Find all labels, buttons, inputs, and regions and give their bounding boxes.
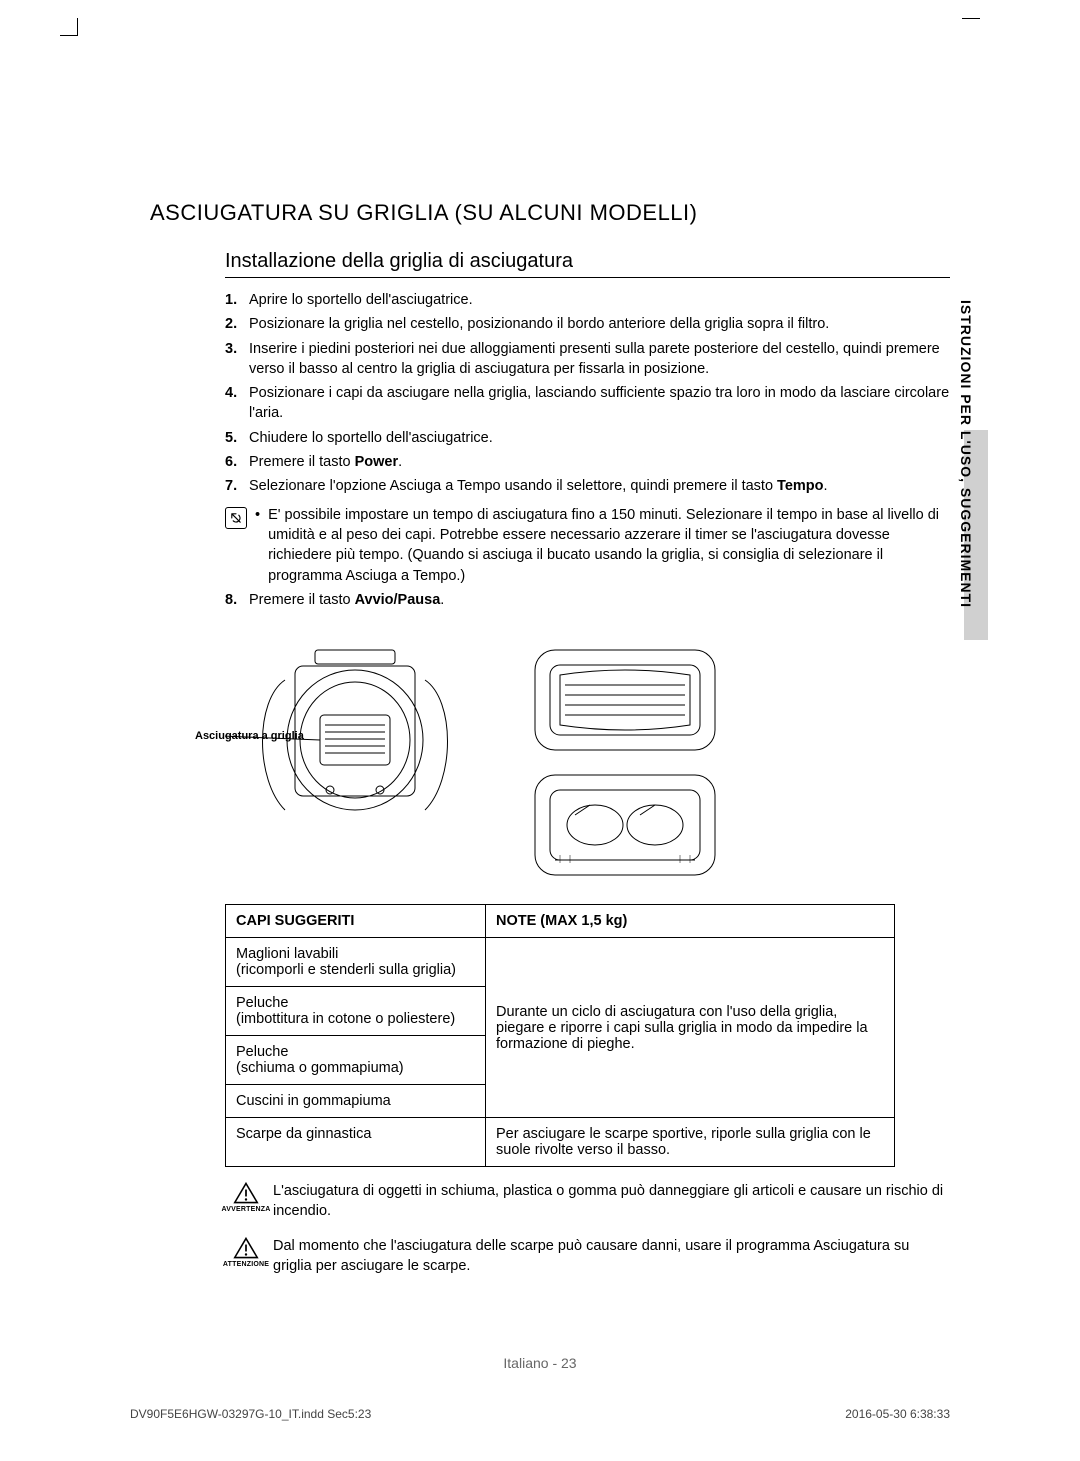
page-number: Italiano - 23 <box>0 1355 1080 1371</box>
illustration-row: Asciugatura a griglia <box>225 640 950 884</box>
rack-top-illustrations <box>515 640 735 880</box>
step-2: 2.Posizionare la griglia nel cestello, p… <box>225 314 950 334</box>
footer-date: 2016-05-30 6:38:33 <box>845 1407 950 1421</box>
step-4: 4.Posizionare i capi da asciugare nella … <box>225 383 950 424</box>
suggestions-table: CAPI SUGGERITI NOTE (MAX 1,5 kg) Maglion… <box>225 904 895 1167</box>
note-icon <box>225 507 247 529</box>
subsection-title: Installazione della griglia di asciugatu… <box>225 250 950 278</box>
warn-label-1: AVVERTENZA <box>222 1205 271 1215</box>
warning-1: AVVERTENZA L'asciugatura di oggetti in s… <box>225 1181 950 1222</box>
steps-list: 1.Aprire lo sportello dell'asciugatrice.… <box>225 290 950 610</box>
warning-2: ATTENZIONE Dal momento che l'asciugatura… <box>225 1236 950 1277</box>
crop-mark <box>60 18 78 36</box>
page-content: ASCIUGATURA SU GRIGLIA (SU ALCUNI MODELL… <box>150 200 950 1276</box>
side-tab: ISTRUZIONI PER L'USO, SUGGERIMENTI <box>952 290 980 618</box>
footer: DV90F5E6HGW-03297G-10_IT.indd Sec5:23 20… <box>130 1407 950 1421</box>
step-5: 5.Chiudere lo sportello dell'asciugatric… <box>225 428 950 448</box>
warning-1-text: L'asciugatura di oggetti in schiuma, pla… <box>273 1181 950 1222</box>
cell-r3: Peluche (schiuma o gommapiuma) <box>226 1036 486 1085</box>
step-1: 1.Aprire lo sportello dell'asciugatrice. <box>225 290 950 310</box>
illus-label: Asciugatura a griglia <box>195 730 304 742</box>
warning-2-text: Dal momento che l'asciugatura delle scar… <box>273 1236 950 1277</box>
cell-note-main: Durante un ciclo di asciugatura con l'us… <box>486 938 895 1118</box>
section-title: ASCIUGATURA SU GRIGLIA (SU ALCUNI MODELL… <box>150 200 950 226</box>
step-8: 8.Premere il tasto Avvio/Pausa. <box>225 590 950 610</box>
cell-note-shoes: Per asciugare le scarpe sportive, riporl… <box>486 1118 895 1167</box>
footer-file: DV90F5E6HGW-03297G-10_IT.indd Sec5:23 <box>130 1407 371 1421</box>
warning-icon <box>233 1181 259 1205</box>
th-capi: CAPI SUGGERITI <box>226 905 486 938</box>
crop-mark <box>962 18 980 36</box>
step-6: 6.Premere il tasto Power. <box>225 452 950 472</box>
th-note: NOTE (MAX 1,5 kg) <box>486 905 895 938</box>
warn-label-2: ATTENZIONE <box>223 1260 269 1270</box>
cell-r4: Cuscini in gommapiuma <box>226 1085 486 1118</box>
step-7: 7.Selezionare l'opzione Asciuga a Tempo … <box>225 476 950 496</box>
step-3: 3.Inserire i piedini posteriori nei due … <box>225 339 950 380</box>
cell-r2: Peluche (imbottitura in cotone o poliest… <box>226 987 486 1036</box>
cell-r1: Maglioni lavabili (ricomporli e stenderl… <box>226 938 486 987</box>
caution-icon <box>233 1236 259 1260</box>
step-7-note: E' possibile impostare un tempo di asciu… <box>268 505 950 586</box>
cell-r5: Scarpe da ginnastica <box>226 1118 486 1167</box>
